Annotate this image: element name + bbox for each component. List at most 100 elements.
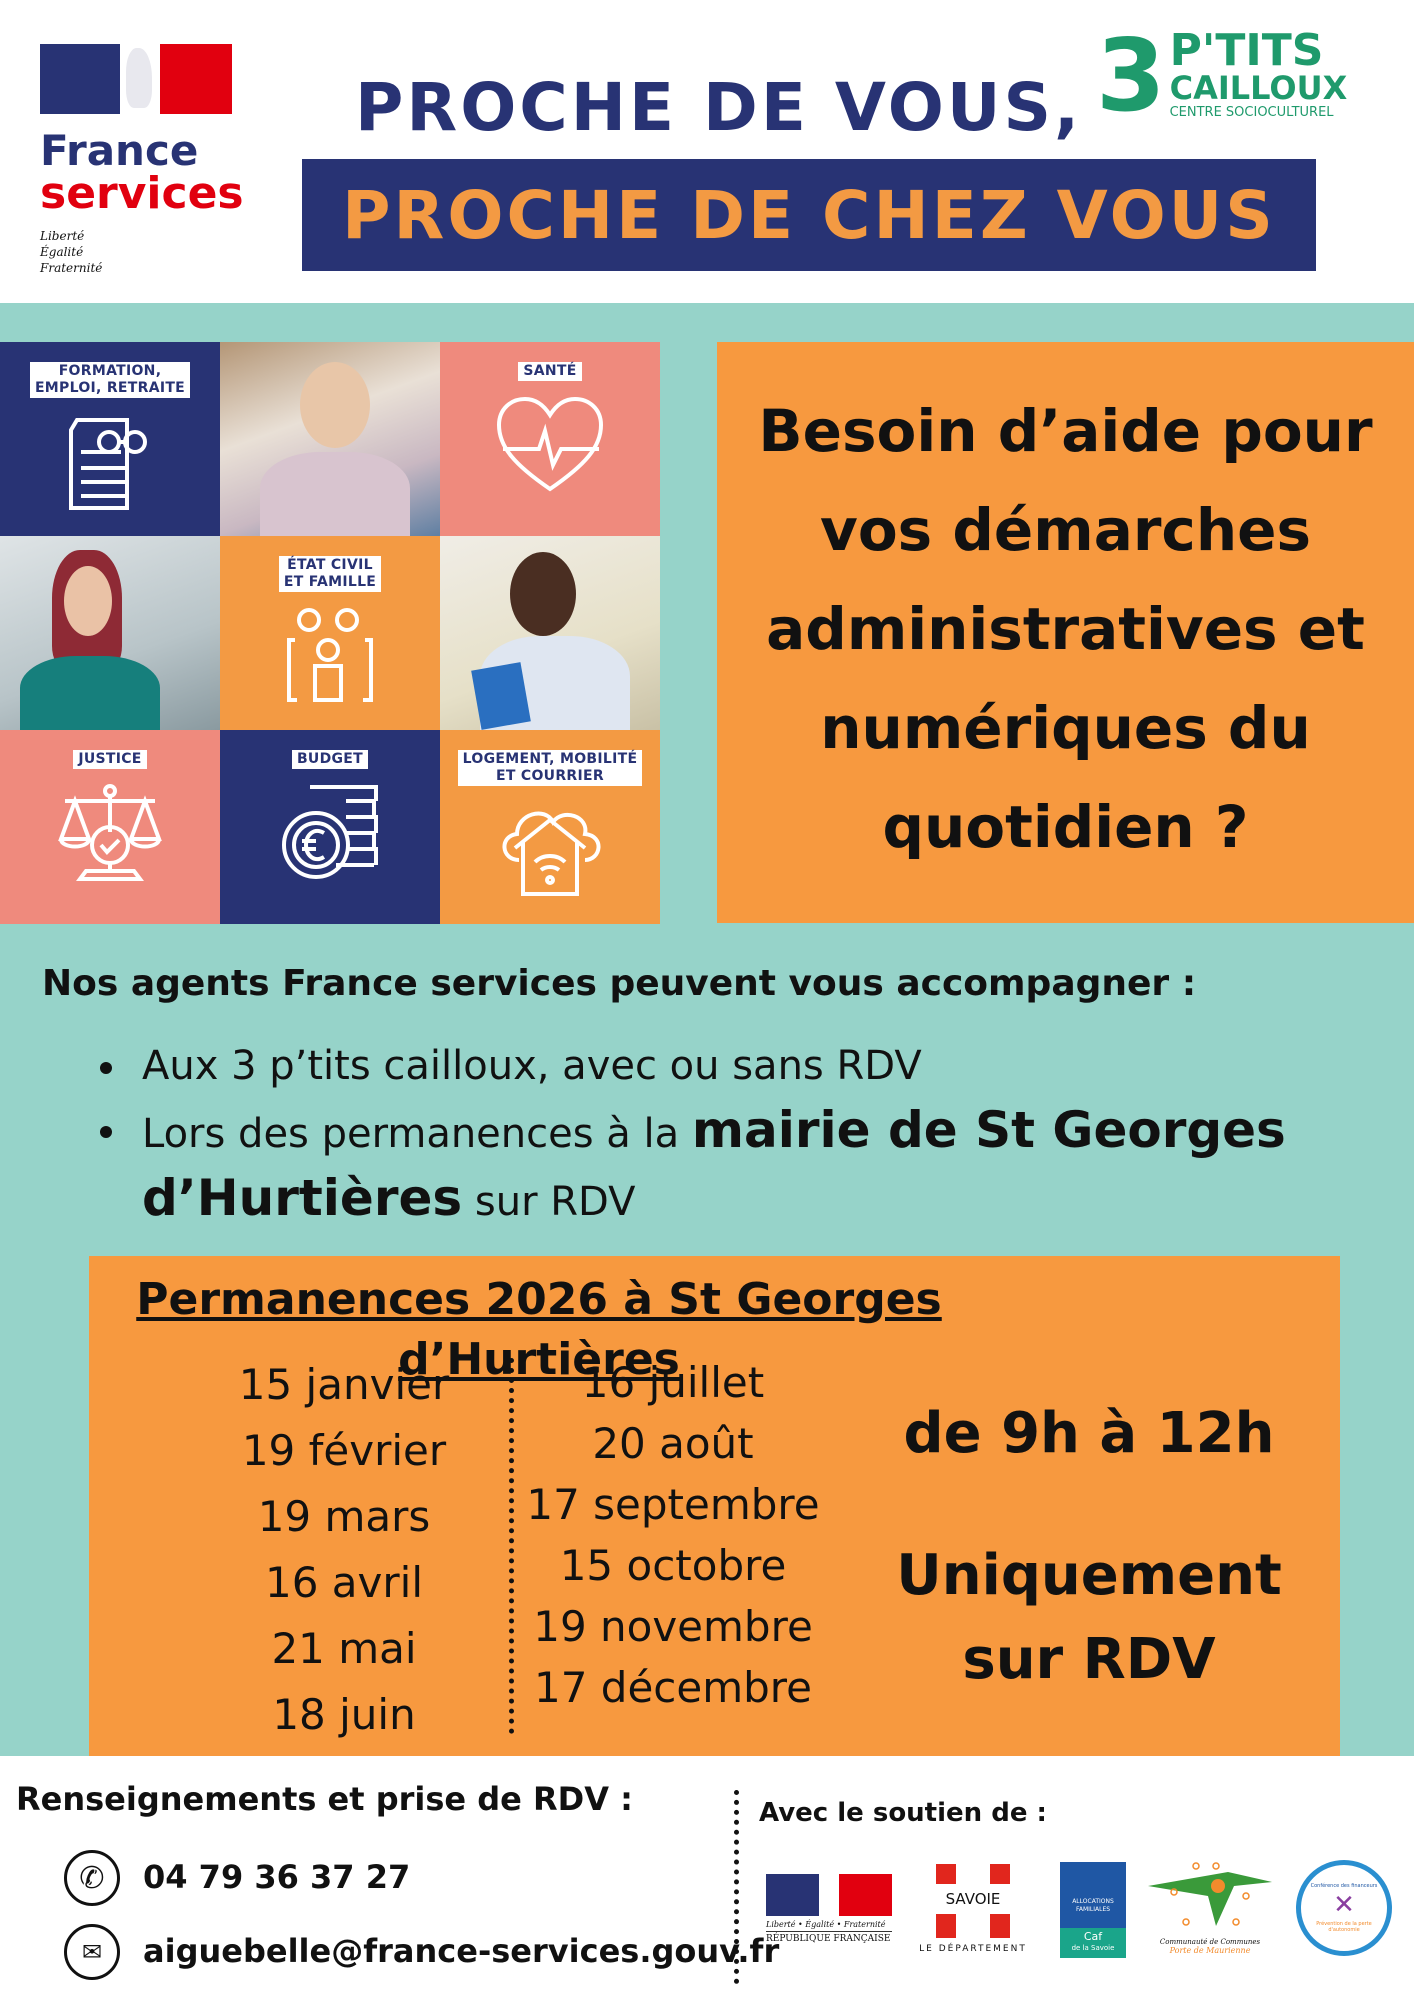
- footer-divider: [734, 1790, 739, 1984]
- france-text: France: [40, 126, 199, 175]
- date-item: 21 mai: [271, 1624, 417, 1673]
- tile-logement: LOGEMENT, MOBILITÉ ET COURRIER: [440, 730, 660, 924]
- date-item: 15 octobre: [559, 1541, 787, 1590]
- schedule-box: Permanences 2026 à St Georges d’Hurtière…: [89, 1256, 1340, 1756]
- caf-line: FAMILIALES: [1075, 1906, 1111, 1913]
- bullet-text: Lors des permanences à la: [142, 1111, 692, 1157]
- rf-motto: Liberté • Égalité • Fraternité: [766, 1920, 886, 1929]
- motto-line: Fraternité: [40, 261, 103, 275]
- bullet-text: sur RDV: [462, 1179, 636, 1225]
- date-item: 19 novembre: [533, 1602, 813, 1651]
- scales-icon: [58, 784, 162, 881]
- question-line: numériques du: [820, 694, 1311, 762]
- agents-list: Aux 3 p’tits cailloux, avec ou sans RDV …: [100, 1034, 1370, 1234]
- cdf-bottom: Prévention de la perte d'autonomie: [1316, 1921, 1372, 1933]
- note-line: sur RDV: [962, 1627, 1216, 1692]
- tile-label: FORMATION, EMPLOI, RETRAITE: [29, 362, 191, 398]
- tile-budget: BUDGET: [220, 730, 440, 924]
- tile-justice: JUSTICE: [0, 730, 220, 924]
- hours: de 9h à 12h: [903, 1401, 1275, 1466]
- date-item: 20 août: [592, 1419, 754, 1468]
- date-item: 19 février: [241, 1426, 447, 1475]
- bullet-text: Aux 3 p’tits cailloux, avec ou sans RDV: [142, 1043, 922, 1089]
- title-line2: PROCHE DE CHEZ VOUS: [342, 176, 1276, 254]
- photo-agent-man: [440, 536, 660, 730]
- list-item: Lors des permanences à la mairie de St G…: [100, 1098, 1370, 1234]
- email-link[interactable]: aiguebelle@france-services.gouv.fr: [143, 1932, 780, 1970]
- motto-line: Égalité: [40, 245, 84, 259]
- contact-title: Renseignements et prise de RDV :: [16, 1780, 633, 1818]
- tile-label: LOGEMENT, MOBILITÉ ET COURRIER: [457, 750, 643, 786]
- header: France services Liberté Égalité Fraterni…: [0, 0, 1414, 303]
- ptits-cailloux-logo: 3 P'TITS CAILLOUX CENTRE SOCIOCULTUREL: [1096, 26, 1347, 126]
- question-line: vos démarches: [820, 496, 1311, 564]
- date-item: 17 septembre: [526, 1480, 820, 1529]
- question-line: administratives et: [766, 595, 1365, 663]
- services-grid: FORMATION, EMPLOI, RETRAITE SANTÉ ÉTAT C…: [0, 342, 660, 924]
- ccpm-line: Porte de Maurienne: [1169, 1946, 1251, 1955]
- phone-icon: ✆: [64, 1850, 120, 1906]
- motto: Liberté Égalité Fraternité: [40, 228, 244, 276]
- date-item: 16 juillet: [581, 1358, 765, 1407]
- date-item: 19 mars: [257, 1492, 431, 1541]
- date-item: 16 avril: [265, 1558, 423, 1607]
- ccpm-emblem-icon: [1148, 1862, 1272, 1926]
- date-item: 18 juin: [272, 1690, 416, 1739]
- tile-label: ÉTAT CIVIL ET FAMILLE: [278, 556, 382, 592]
- ccpm-logo: Communauté de Communes Porte de Maurienn…: [1146, 1862, 1274, 1955]
- mail-icon: ✉: [64, 1924, 120, 1980]
- rf-name: RÉPUBLIQUE FRANÇAISE: [766, 1931, 892, 1944]
- france-services-logo: France services Liberté Égalité Fraterni…: [40, 44, 244, 276]
- savoie-logo: SAVOIE LE DÉPARTEMENT: [918, 1864, 1028, 1954]
- motto-line: Liberté: [40, 229, 85, 243]
- cdf-top: Conférence des financeurs: [1310, 1883, 1378, 1889]
- question-line: quotidien ?: [882, 793, 1249, 861]
- tile-etat-civil: ÉTAT CIVIL ET FAMILLE: [220, 536, 440, 730]
- caf-line: de la Savoie: [1071, 1944, 1115, 1952]
- footer: Renseignements et prise de RDV : ✆ 04 79…: [0, 1756, 1414, 2000]
- dates-first-half: 15 janvier 19 février 19 mars 16 avril 2…: [219, 1352, 469, 1748]
- appointment-note: Uniquement sur RDV: [869, 1534, 1309, 1702]
- logo-number: 3: [1096, 17, 1166, 134]
- services-text: services: [40, 168, 244, 219]
- date-item: 15 janvier: [238, 1360, 450, 1409]
- heart-pulse-icon: [496, 396, 604, 492]
- conference-financeurs-logo: Conférence des financeurs ✕ Prévention d…: [1296, 1860, 1392, 1956]
- question-line: Besoin d’aide pour: [758, 397, 1373, 465]
- note-line: Uniquement: [896, 1543, 1282, 1608]
- photo-agent-redhead: [0, 536, 220, 730]
- caf-line: Caf: [1083, 1930, 1103, 1943]
- schedule-title: Permanences 2026 à St Georges d’Hurtière…: [136, 1274, 942, 1385]
- people-cross-icon: ✕: [1333, 1890, 1355, 1920]
- date-item: 17 décembre: [534, 1663, 812, 1712]
- ccpm-line: Communauté de Communes: [1159, 1938, 1261, 1946]
- savoie-name: SAVOIE: [936, 1884, 1010, 1914]
- tile-formation: FORMATION, EMPLOI, RETRAITE: [0, 342, 220, 536]
- help-question-box: Besoin d’aide pour vos démarches adminis…: [717, 342, 1414, 923]
- tile-label: BUDGET: [291, 750, 369, 769]
- marianne-flag-icon: [40, 44, 232, 114]
- agents-intro: Nos agents France services peuvent vous …: [42, 963, 1197, 1004]
- logo-line: P'TITS: [1169, 25, 1324, 76]
- republique-francaise-logo: Liberté • Égalité • Fraternité RÉPUBLIQU…: [766, 1874, 892, 1944]
- mairie-location: mairie de St Georges d’Hurtières: [142, 1101, 1286, 1227]
- house-wifi-icon: [502, 811, 601, 896]
- list-item: Aux 3 p’tits cailloux, avec ou sans RDV: [100, 1034, 1370, 1098]
- logo-line: CAILLOUX: [1169, 69, 1348, 107]
- dotted-divider: [509, 1358, 514, 1734]
- support-title: Avec le soutien de :: [759, 1798, 1047, 1828]
- caf-logo: ALLOCATIONS FAMILIALES Caf de la Savoie: [1060, 1862, 1126, 1958]
- photo-agent-woman: [220, 342, 440, 536]
- savoie-sub: LE DÉPARTEMENT: [919, 1944, 1027, 1954]
- phone-number[interactable]: 04 79 36 37 27: [143, 1858, 411, 1896]
- tile-label: SANTÉ: [518, 362, 582, 381]
- euro-coins-icon: [282, 785, 378, 879]
- tile-label: JUSTICE: [73, 750, 147, 769]
- caf-line: ALLOCATIONS: [1072, 1898, 1114, 1905]
- title-line1: PROCHE DE VOUS,: [355, 69, 1083, 146]
- title-banner: PROCHE DE CHEZ VOUS: [302, 159, 1316, 271]
- document-glasses-icon: [69, 418, 147, 510]
- dates-second-half: 16 juillet 20 août 17 septembre 15 octob…: [519, 1352, 827, 1718]
- family-icon: [287, 608, 373, 702]
- tile-sante: SANTÉ: [440, 342, 660, 536]
